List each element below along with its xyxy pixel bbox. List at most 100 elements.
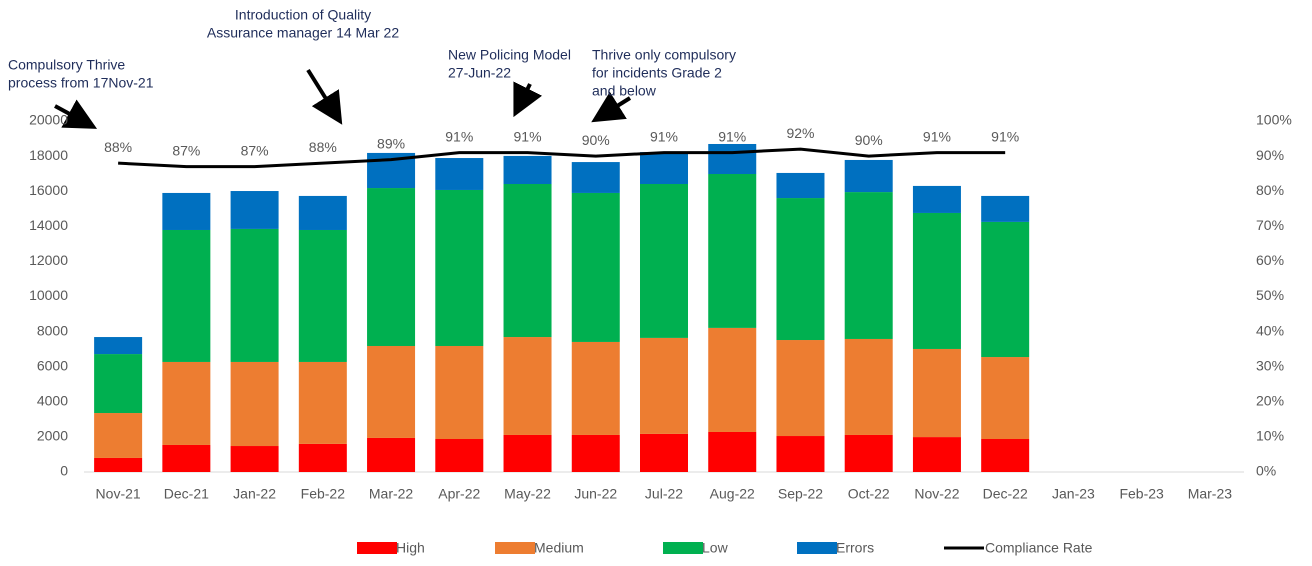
annotation: Assurance manager 14 Mar 22 xyxy=(207,25,399,41)
bar-segment xyxy=(571,434,620,472)
bar-segment xyxy=(435,345,484,440)
annotation: Introduction of Quality xyxy=(235,7,371,23)
x-tick-label: May-22 xyxy=(504,486,551,502)
annotation: for incidents Grade 2 xyxy=(592,65,722,81)
data-label: 90% xyxy=(855,132,883,148)
data-label: 87% xyxy=(241,142,269,158)
bar-segment xyxy=(230,191,279,229)
x-tick-label: Jul-22 xyxy=(645,486,683,502)
bar-segment xyxy=(708,431,757,472)
legend-swatch xyxy=(797,542,837,554)
y-tick-label: 20000 xyxy=(29,112,68,128)
bar-segment xyxy=(435,189,484,346)
data-label: 91% xyxy=(991,128,1019,144)
legend-swatch xyxy=(663,542,703,554)
bar-segment xyxy=(571,341,620,435)
annotation: 27-Jun-22 xyxy=(448,65,511,81)
y-tick-label: 10000 xyxy=(29,287,68,303)
bar-segment xyxy=(367,188,416,346)
data-label: 87% xyxy=(172,142,200,158)
x-tick-label: Nov-21 xyxy=(96,486,141,502)
data-label: 92% xyxy=(786,125,814,141)
y-tick-label: 18000 xyxy=(29,147,68,163)
legend-swatch xyxy=(495,542,535,554)
legend-label: Errors xyxy=(836,540,874,556)
y-tick-label: 14000 xyxy=(29,217,68,233)
bar-segment xyxy=(981,195,1030,222)
bar-segment xyxy=(298,361,347,444)
data-label: 91% xyxy=(514,128,542,144)
bar-segment xyxy=(708,143,757,175)
bar-segment xyxy=(981,357,1030,440)
y-tick-label: 4000 xyxy=(37,393,68,409)
x-tick-label: Apr-22 xyxy=(438,486,480,502)
x-tick-label: Feb-22 xyxy=(301,486,346,502)
y-tick-label: 8000 xyxy=(37,322,68,338)
y-tick-label: 16000 xyxy=(29,182,68,198)
legend-label: Low xyxy=(702,540,729,556)
bar-segment xyxy=(981,439,1030,472)
y2-tick-label: 80% xyxy=(1256,182,1284,198)
bar-segment xyxy=(571,192,620,342)
bar-segment xyxy=(640,184,688,338)
bar-segment xyxy=(571,162,620,193)
y2-tick-label: 50% xyxy=(1256,287,1284,303)
bar-segment xyxy=(162,444,211,472)
annotation: Compulsory Thrive xyxy=(8,57,125,73)
y2-tick-label: 20% xyxy=(1256,393,1284,409)
y2-tick-label: 90% xyxy=(1256,147,1284,163)
x-tick-label: Dec-22 xyxy=(983,486,1028,502)
bar-segment xyxy=(844,192,893,339)
annotation: Thrive only compulsory xyxy=(592,47,736,63)
data-label: 88% xyxy=(309,139,337,155)
x-tick-label: Oct-22 xyxy=(848,486,890,502)
bar-segment xyxy=(162,192,211,230)
bar-segment xyxy=(708,327,757,432)
bar-segment xyxy=(162,229,211,362)
legend-label: Compliance Rate xyxy=(985,540,1093,556)
y-tick-label: 12000 xyxy=(29,252,68,268)
y2-tick-label: 70% xyxy=(1256,217,1284,233)
annotation-arrows xyxy=(54,68,632,129)
bar-segment xyxy=(776,172,825,199)
bar-segment xyxy=(708,174,757,328)
bar-segment xyxy=(94,354,143,414)
data-label: 89% xyxy=(377,135,405,151)
bar-segment xyxy=(776,436,825,472)
x-tick-label: Mar-23 xyxy=(1188,486,1233,502)
y2-tick-label: 10% xyxy=(1256,428,1284,444)
bar-segment xyxy=(503,184,552,338)
bar-segment xyxy=(640,152,688,185)
bar-segment xyxy=(162,361,211,445)
bar-segment xyxy=(230,228,279,362)
bar-segment xyxy=(230,446,279,472)
legend-label: High xyxy=(396,540,425,556)
x-tick-label: Dec-21 xyxy=(164,486,209,502)
bar-segment xyxy=(367,345,416,438)
bar-segment xyxy=(912,212,961,349)
bar-segment xyxy=(912,348,961,438)
annotation: process from 17Nov-21 xyxy=(8,75,154,91)
data-label: 91% xyxy=(445,128,473,144)
data-label: 91% xyxy=(923,128,951,144)
data-label: 88% xyxy=(104,139,132,155)
annotation: New Policing Model xyxy=(448,47,571,63)
bar-segment xyxy=(912,185,961,213)
bar-segment xyxy=(94,457,143,472)
x-tick-label: Jan-22 xyxy=(233,486,276,502)
y2-tick-label: 60% xyxy=(1256,252,1284,268)
x-tick-label: Jun-22 xyxy=(574,486,617,502)
legend-swatch xyxy=(357,542,397,554)
bar-segment xyxy=(981,221,1030,358)
y2-tick-label: 40% xyxy=(1256,322,1284,338)
x-tick-label: Feb-23 xyxy=(1119,486,1164,502)
bar-segment xyxy=(230,361,279,447)
x-tick-label: Jan-23 xyxy=(1052,486,1095,502)
y-tick-label: 2000 xyxy=(37,428,68,444)
y-tick-label: 0 xyxy=(60,463,68,479)
y2-tick-label: 30% xyxy=(1256,357,1284,373)
x-tick-label: Nov-22 xyxy=(914,486,959,502)
bar-segment xyxy=(298,229,347,362)
bar-segment xyxy=(298,195,347,230)
